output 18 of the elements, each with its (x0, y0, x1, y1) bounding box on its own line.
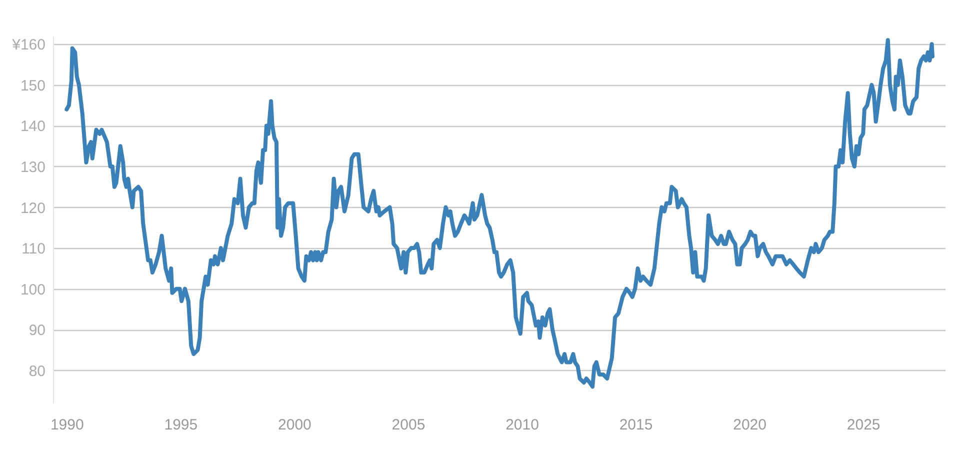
y-tick-label: 130 (20, 158, 46, 176)
y-tick-label: 110 (22, 240, 46, 258)
x-tick-label: 1990 (50, 416, 84, 434)
y-tick-label: 90 (28, 322, 46, 340)
y-tick-label: 150 (20, 77, 46, 94)
line-series (64, 38, 934, 389)
x-tick-label: 2005 (392, 416, 426, 434)
x-tick-label: 2025 (846, 416, 880, 434)
y-tick-label: 120 (20, 200, 46, 217)
x-tick-label: 2000 (278, 416, 312, 434)
y-tick-label: 100 (20, 281, 46, 298)
y-tick-label: ¥160 (11, 36, 46, 54)
x-tick-label: 2020 (733, 416, 766, 434)
y-tick-label: 80 (28, 362, 46, 380)
x-tick-label: 2015 (619, 416, 653, 434)
x-tick-label: 1995 (164, 416, 198, 434)
y-tick-label: 140 (20, 118, 46, 136)
x-tick-label: 2010 (506, 416, 539, 434)
